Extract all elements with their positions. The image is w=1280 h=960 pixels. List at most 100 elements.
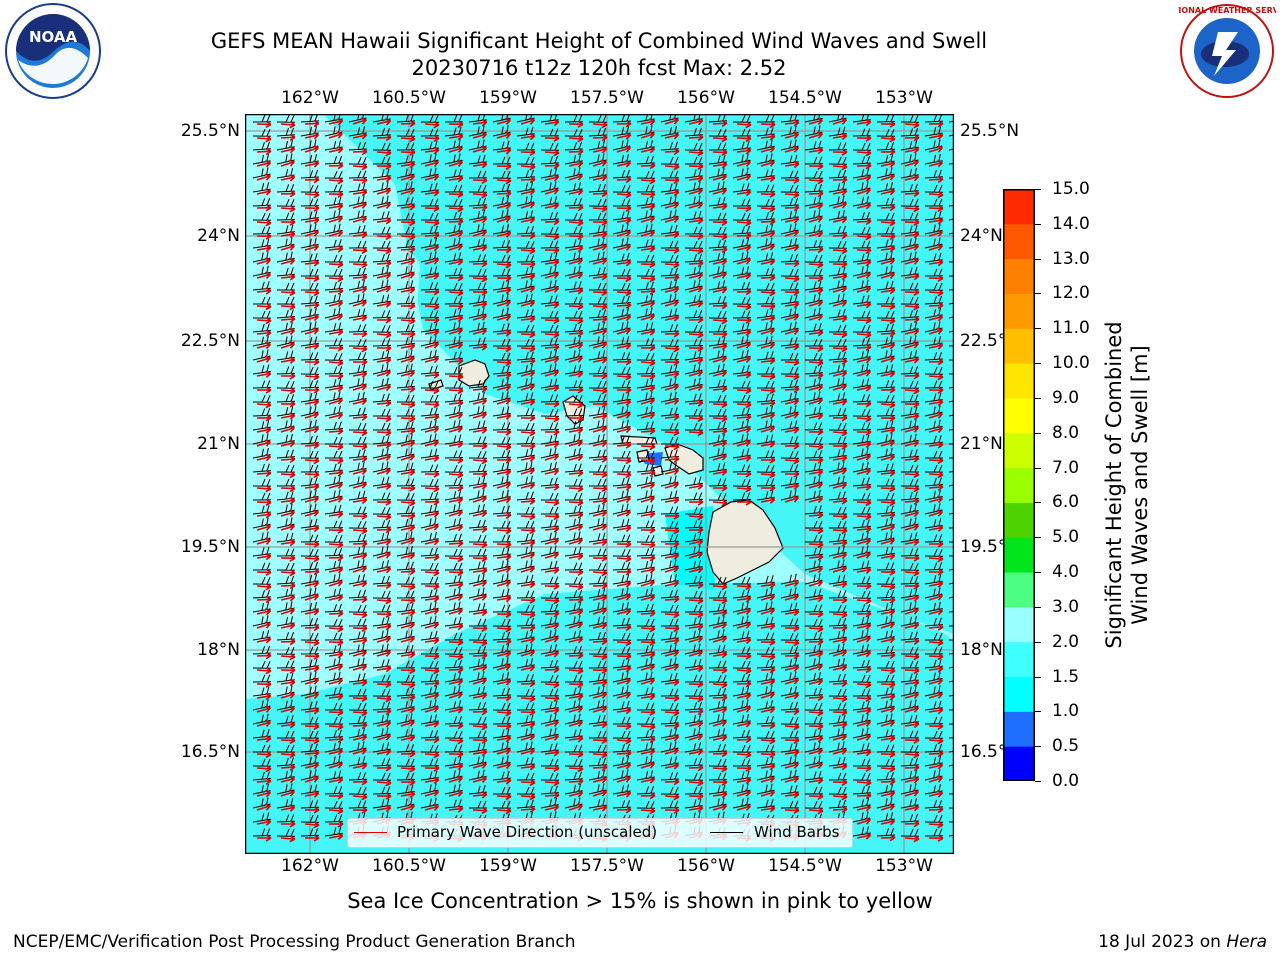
- wind-barb: [948, 421, 954, 431]
- colorbar-tick: [1035, 781, 1041, 782]
- colorbar-tick-label: 10.0: [1052, 353, 1090, 374]
- footer-date: 18 Jul 2023 on: [1098, 932, 1227, 952]
- colorbar-tick: [1035, 223, 1041, 225]
- colorbar-tick: [1035, 397, 1041, 399]
- colorbar-tick: [1035, 641, 1041, 643]
- lon-label: 160.5°W: [372, 88, 446, 108]
- wind-barb: [948, 366, 954, 375]
- colorbar-cell: [1003, 397, 1035, 434]
- lon-label: 154.5°W: [768, 856, 842, 876]
- colorbar-tick: [1035, 676, 1041, 678]
- chart-title: GEFS MEAN Hawaii Significant Height of C…: [0, 28, 1198, 82]
- colorbar-cell: [1003, 363, 1035, 399]
- footer-right: 18 Jul 2023 on Hera: [1098, 932, 1267, 952]
- colorbar-tick-label: 1.0: [1052, 701, 1080, 722]
- colorbar-tick-label: 14.0: [1052, 213, 1090, 234]
- colorbar-tick-label: 0.5: [1052, 736, 1080, 757]
- colorbar-tick-label: 1.5: [1052, 666, 1080, 687]
- colorbar-tick: [1035, 537, 1041, 539]
- footer-left: NCEP/EMC/Verification Post Processing Pr…: [13, 932, 576, 952]
- wind-barb: [948, 170, 954, 179]
- wind-barb: [948, 463, 954, 473]
- colorbar-cell: [1003, 502, 1035, 538]
- colorbar-cell: [1003, 746, 1035, 781]
- lat-label: 24°N: [197, 226, 240, 246]
- wind-barb: [948, 125, 954, 137]
- colorbar-tick: [1035, 711, 1041, 713]
- lon-label: 153°W: [875, 88, 933, 108]
- colorbar-cell: [1003, 641, 1035, 678]
- wind-barb: [948, 391, 954, 403]
- lat-label: 18°N: [197, 640, 240, 660]
- wind-barb: [948, 197, 954, 207]
- wind-barb: [948, 139, 954, 151]
- colorbar-tick-label: 11.0: [1052, 318, 1090, 339]
- island-kauai: [458, 359, 490, 387]
- lon-label: 157.5°W: [570, 856, 644, 876]
- wind-barb: [948, 155, 954, 165]
- colorbar-cell: [1003, 467, 1035, 503]
- wind-barb: [948, 405, 954, 417]
- lon-label: 157.5°W: [570, 88, 644, 108]
- lon-label: 162°W: [281, 88, 339, 108]
- colorbar: [1003, 189, 1035, 781]
- lon-label: 159°W: [479, 856, 537, 876]
- lon-label: 153°W: [875, 856, 933, 876]
- lon-label: 160.5°W: [372, 856, 446, 876]
- colorbar-tick-label: 9.0: [1052, 387, 1080, 408]
- colorbar-tick-label: 15.0: [1052, 179, 1090, 199]
- colorbar-tick: [1035, 189, 1041, 190]
- lon-label: 154.5°W: [768, 88, 842, 108]
- swell-region-light-2: [245, 164, 420, 459]
- lon-label: 156°W: [677, 88, 735, 108]
- colorbar-title-line-2: Wind Waves and Swell [m]: [1128, 345, 1152, 625]
- colorbar-cell: [1003, 258, 1035, 294]
- lat-label: 24°N: [960, 226, 1003, 246]
- colorbar-tick-label: 0.0: [1052, 771, 1080, 791]
- colorbar-title-line-1: Significant Height of Combined: [1102, 321, 1126, 649]
- colorbar-tick: [1035, 467, 1041, 469]
- colorbar-tick-label: 5.0: [1052, 527, 1080, 548]
- colorbar-cell: [1003, 537, 1035, 573]
- colorbar-tick-label: 4.0: [1052, 562, 1080, 583]
- colorbar-cell: [1003, 189, 1035, 225]
- colorbar-cell: [1003, 328, 1035, 364]
- colorbar-cell: [1003, 572, 1035, 608]
- wind-barb: [948, 450, 954, 459]
- colorbar-cell: [1003, 293, 1035, 329]
- island-hawaii: [706, 499, 784, 585]
- lat-label: 21°N: [960, 434, 1003, 454]
- colorbar-tick-label: 13.0: [1052, 248, 1090, 269]
- wave-direction-swatch: [354, 832, 387, 833]
- wind-barb-swatch: [710, 832, 743, 833]
- wind-barb: [948, 114, 954, 123]
- wave-direction-legend-label: Primary Wave Direction (unscaled): [397, 823, 658, 841]
- noaa-logo-text: NOAA: [29, 28, 78, 46]
- colorbar-cell: [1003, 606, 1035, 643]
- colorbar-tick-label: 12.0: [1052, 283, 1090, 304]
- colorbar-tick-label: 8.0: [1052, 422, 1080, 443]
- colorbar-cell: [1003, 432, 1035, 469]
- wind-barb: [948, 254, 954, 263]
- island-kahoolawe: [652, 465, 664, 477]
- nws-logo: NATIONAL WEATHER SERVICE: [1178, 4, 1276, 98]
- lon-label: 159°W: [479, 88, 537, 108]
- title-line-1: GEFS MEAN Hawaii Significant Height of C…: [210, 29, 988, 53]
- lat-label: 16.5°N: [180, 742, 240, 762]
- lon-label: 162°W: [281, 856, 339, 876]
- colorbar-title: Significant Height of Combined Wind Wave…: [1101, 321, 1153, 648]
- colorbar-cell: [1003, 711, 1035, 747]
- colorbar-tick: [1035, 606, 1041, 608]
- colorbar-tick: [1035, 328, 1041, 330]
- wind-barb: [948, 184, 954, 193]
- wind-barb: [948, 436, 954, 445]
- wind-barb-legend-label: Wind Barbs: [754, 823, 840, 841]
- wind-barb: [948, 337, 954, 347]
- colorbar-tick: [1035, 258, 1041, 260]
- lat-label: 22.5°N: [180, 331, 240, 351]
- colorbar-tick-label: 2.0: [1052, 631, 1080, 652]
- colorbar-tick: [1035, 572, 1041, 574]
- colorbar-tick-label: 6.0: [1052, 492, 1080, 513]
- lat-label: 19.5°N: [180, 537, 240, 557]
- wind-barb: [948, 378, 954, 389]
